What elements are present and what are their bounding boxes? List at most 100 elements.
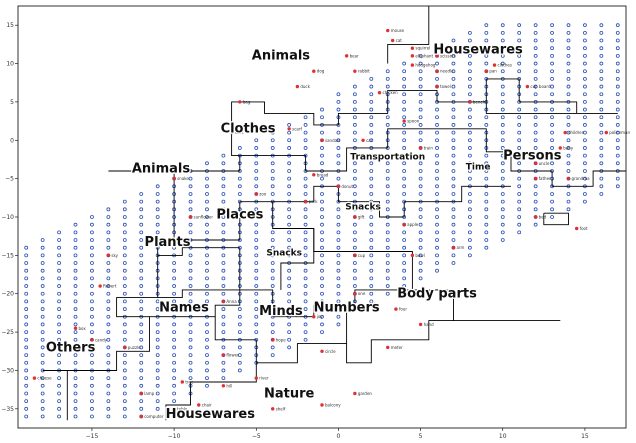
grid-dot: [40, 345, 45, 350]
grid-dot: [615, 53, 620, 58]
grid-dot: [270, 261, 275, 265]
grid-dot: [385, 161, 390, 166]
grid-dot: [583, 38, 587, 43]
grid-dot: [172, 322, 177, 327]
grid-dot: [402, 192, 407, 196]
grid-dot: [583, 92, 587, 97]
grid-dot: [303, 123, 308, 127]
grid-dot: [172, 391, 177, 396]
grid-dot: [615, 153, 620, 158]
word-label: snake: [177, 176, 189, 181]
grid-dot: [205, 383, 209, 388]
category-label: Persons: [503, 148, 562, 163]
grid-dot: [533, 38, 538, 43]
grid-dot: [566, 46, 571, 51]
word-point: [32, 376, 37, 380]
grid-dot: [172, 399, 177, 404]
grid-dot: [139, 261, 144, 265]
grid-dot: [467, 130, 472, 135]
word-point: [377, 91, 382, 95]
grid-dot: [24, 383, 29, 388]
grid-dot: [90, 276, 94, 281]
grid-dot: [40, 406, 45, 411]
grid-dot: [237, 345, 242, 350]
grid-dot: [599, 192, 604, 196]
grid-dot: [583, 130, 587, 135]
grid-dot: [188, 330, 193, 334]
grid-dot: [517, 23, 522, 28]
grid-dot: [435, 161, 439, 166]
grid-dot: [122, 376, 127, 381]
grid-dot: [451, 123, 456, 127]
word-label: love: [276, 307, 285, 312]
grid-dot: [467, 253, 472, 258]
grid-dot: [418, 130, 423, 135]
grid-dot: [435, 184, 439, 189]
grid-dot: [221, 360, 226, 365]
grid-dot: [566, 146, 571, 150]
grid-dot: [418, 92, 423, 97]
grid-dot: [418, 184, 423, 189]
grid-dot: [57, 230, 61, 235]
grid-dot: [550, 53, 554, 58]
grid-dot: [320, 153, 324, 158]
grid-dot: [484, 46, 489, 51]
grid-dot: [254, 138, 259, 143]
grid-dot: [615, 100, 620, 104]
grid-dot: [221, 368, 226, 373]
grid-dot: [583, 138, 587, 143]
grid-dot: [418, 61, 423, 66]
grid-dot: [106, 222, 111, 227]
grid-dot: [369, 238, 374, 242]
grid-dot: [24, 330, 29, 334]
grid-dot: [484, 215, 489, 219]
grid-dot: [599, 130, 604, 135]
grid-dot: [106, 322, 111, 327]
grid-dot: [155, 330, 160, 334]
grid-dot: [336, 299, 341, 304]
grid-dot: [435, 222, 439, 227]
grid-dot: [57, 353, 61, 358]
grid-dot: [402, 245, 407, 250]
grid-dot: [106, 207, 111, 212]
grid-dot: [385, 245, 390, 250]
grid-dot: [73, 253, 78, 258]
y-tick-label: −5: [5, 176, 14, 183]
grid-dot: [122, 368, 127, 373]
grid-dot: [40, 238, 45, 242]
grid-dot: [57, 391, 61, 396]
grid-dot: [352, 84, 357, 89]
grid-dot: [467, 222, 472, 227]
grid-dot: [451, 192, 456, 196]
grid-dot: [90, 245, 94, 250]
grid-dot: [418, 207, 423, 212]
grid-dot: [254, 330, 259, 334]
grid-dot: [599, 53, 604, 58]
grid-dot: [270, 345, 275, 350]
grid-dot: [500, 146, 505, 150]
grid-dot: [385, 199, 390, 204]
grid-dot: [418, 238, 423, 242]
grid-dot: [106, 360, 111, 365]
word-label: hedgehog: [415, 63, 436, 68]
grid-dot: [254, 307, 259, 311]
grid-dot: [599, 61, 604, 66]
grid-dot: [566, 84, 571, 89]
grid-dot: [369, 245, 374, 250]
grid-dot: [303, 307, 308, 311]
word-point: [435, 84, 439, 89]
grid-dot: [139, 399, 144, 404]
grid-dot: [435, 215, 439, 219]
grid-dot: [320, 268, 324, 273]
grid-dot: [435, 146, 439, 150]
grid-dot: [336, 92, 341, 97]
word-label: uncle: [539, 161, 550, 166]
grid-dot: [550, 115, 554, 120]
grid-dot: [270, 230, 275, 235]
grid-dot: [287, 161, 292, 166]
grid-dot: [24, 307, 29, 311]
grid-dot: [270, 184, 275, 189]
grid-dot: [122, 383, 127, 388]
category-label: Body parts: [397, 287, 477, 302]
grid-dot: [385, 84, 390, 89]
